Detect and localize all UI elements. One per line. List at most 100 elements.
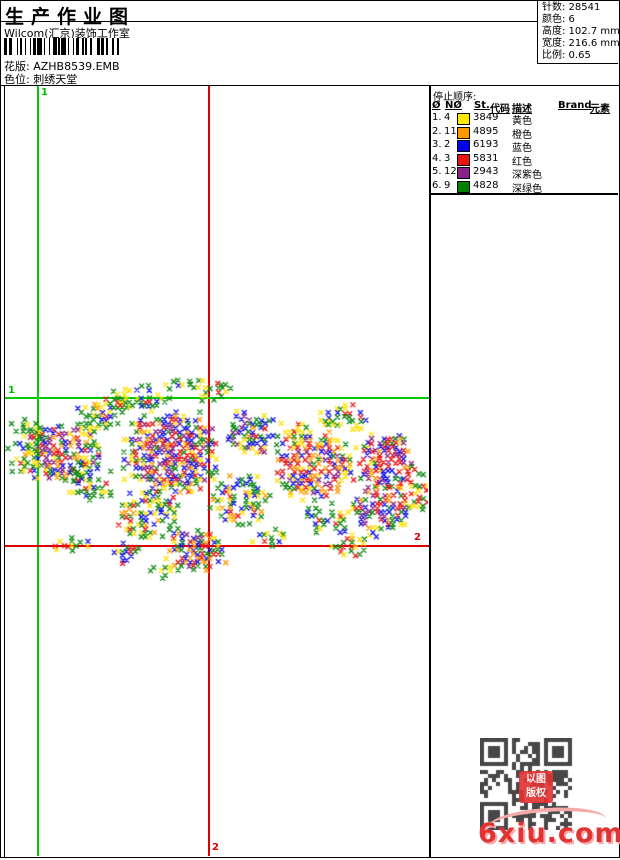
barcode-bar — [85, 38, 87, 55]
barcode-space — [66, 38, 68, 55]
stop-sequence-row: 4. 3 5831 红色 — [432, 152, 616, 168]
barcode-bar — [82, 38, 84, 55]
color-count: 颜色: 6 — [542, 14, 575, 25]
thread-color-swatch — [457, 153, 470, 166]
stamp-line1: 以图 — [526, 774, 546, 785]
barcode-space — [42, 38, 44, 55]
barcode-space — [21, 38, 25, 55]
barcode-space — [118, 38, 121, 55]
row-description: 蓝色 — [512, 143, 532, 154]
row-stitches: 5831 — [473, 152, 499, 164]
barcode-bar — [90, 38, 92, 55]
barcode-space — [74, 38, 76, 55]
barcode-bar — [72, 38, 75, 55]
design-info-panel: 针数: 28541 颜色: 6 高度: 102.7 mm 宽度: 216.6 m… — [537, 0, 620, 64]
watermark-site: 6xiu.com — [478, 818, 620, 849]
thread-color-swatch — [457, 180, 470, 193]
stop-sequence-row: 2. 11 4895 橙色 — [432, 125, 616, 141]
barcode-bar — [48, 38, 51, 55]
barcode-bar — [101, 38, 105, 55]
barcode-space — [11, 38, 17, 55]
design-width: 宽度: 216.6 mm — [542, 38, 620, 49]
barcode-space — [18, 38, 20, 55]
barcode-bar — [37, 38, 43, 55]
row-description: 橙色 — [512, 129, 532, 141]
row-stitches: 3849 — [473, 112, 499, 123]
thread-color-swatch — [457, 140, 470, 152]
barcode-bar — [43, 38, 46, 55]
barcode-space — [50, 38, 54, 55]
thread-color-swatch — [457, 126, 470, 139]
barcode-bar — [32, 38, 36, 55]
barcode-bar — [8, 38, 12, 55]
embroidery-design-canvas — [5, 86, 428, 855]
barcode-bar — [58, 38, 60, 55]
barcode-space — [31, 38, 33, 55]
col-header-element: 元素 — [590, 104, 610, 115]
thread-color-swatch — [457, 113, 470, 125]
barcode-space — [26, 38, 30, 55]
row-description: 红色 — [512, 156, 532, 168]
barcode — [4, 38, 121, 55]
stamp-line2: 版权 — [526, 788, 546, 799]
color-position-label: 色位: 刺绣天堂 — [4, 73, 78, 86]
row-description: 黄色 — [512, 116, 532, 127]
col-header-stitches: St. — [474, 100, 490, 111]
design-preview-area — [4, 85, 431, 858]
title-underline — [0, 21, 537, 22]
row-needle: 11 — [444, 125, 457, 137]
barcode-space — [78, 38, 83, 55]
row-needle: 4 — [444, 112, 451, 123]
stitch-count: 针数: 28541 — [542, 2, 601, 13]
barcode-space — [86, 38, 91, 55]
row-needle: 3 — [444, 152, 451, 164]
barcode-bar — [106, 38, 108, 55]
col-header-seq: Ø — [432, 100, 441, 111]
row-seq: 1. — [432, 112, 442, 123]
col-header-description: 描述 — [512, 104, 532, 115]
copyright-stamp: 以图 版权 — [519, 771, 553, 803]
barcode-bar — [53, 38, 57, 55]
barcode-space — [99, 38, 102, 55]
col-header-needle: NØ — [445, 100, 462, 111]
barcode-space — [59, 38, 62, 55]
design-height: 高度: 102.7 mm — [542, 26, 620, 37]
barcode-bar — [67, 38, 70, 55]
col-header-brand: Brand — [558, 100, 592, 111]
table-bottom-border — [429, 193, 618, 195]
barcode-bar — [16, 38, 19, 55]
row-needle: 12 — [444, 166, 457, 177]
col-header-code: 代码 — [490, 104, 510, 115]
row-seq: 4. — [432, 152, 442, 164]
stop-sequence-row: 3. 2 6193 蓝色 — [432, 139, 616, 154]
row-stitches: 6193 — [473, 139, 499, 150]
barcode-space — [104, 38, 107, 55]
barcode-space — [7, 38, 9, 55]
stop-sequence-row: 1. 4 3849 黄色 — [432, 112, 616, 127]
barcode-bar — [29, 38, 32, 55]
barcode-space — [91, 38, 97, 55]
barcode-bar — [117, 38, 119, 55]
stop-sequence-row: 6. 9 4828 深绿色 — [432, 179, 616, 195]
stop-sequence-row: 5. 12 2943 深紫色 — [432, 166, 616, 181]
stop-sequence-panel — [429, 85, 619, 858]
thread-color-swatch — [457, 167, 470, 179]
row-seq: 5. — [432, 166, 442, 177]
page-title: 生产作业图 — [5, 6, 136, 28]
barcode-space — [69, 38, 73, 55]
barcode-bar — [75, 38, 79, 55]
row-seq: 6. — [432, 179, 442, 191]
barcode-space — [83, 38, 86, 55]
barcode-bar — [96, 38, 100, 55]
studio-name: Wilcom(汇京)装饰工作室 — [4, 27, 130, 40]
row-seq: 3. — [432, 139, 442, 150]
barcode-space — [107, 38, 113, 55]
row-needle: 2 — [444, 139, 451, 150]
row-description: 深紫色 — [512, 170, 542, 181]
barcode-bar — [19, 38, 22, 55]
row-stitches: 4895 — [473, 125, 499, 137]
row-stitches: 2943 — [473, 166, 499, 177]
barcode-space — [56, 38, 59, 55]
row-description: 深绿色 — [512, 183, 542, 195]
